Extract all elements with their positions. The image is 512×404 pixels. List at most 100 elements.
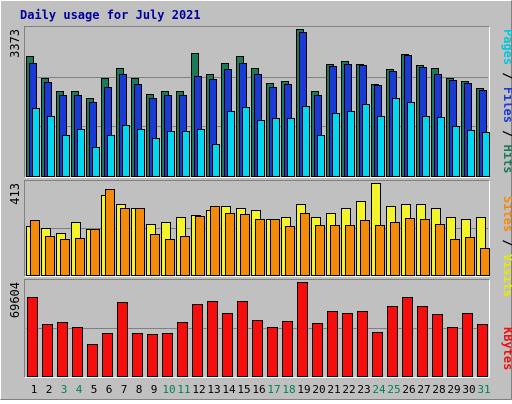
bar-kbytes-day-19: [297, 282, 308, 377]
panel-3-bars: [26, 282, 488, 377]
bar-kbytes-day-29: [447, 327, 458, 377]
bar-sites-day-28: [435, 224, 445, 276]
bar-pages-day-23: [362, 104, 370, 177]
bar-pages-day-10: [167, 131, 175, 177]
x-tick-label-day-23: 23: [357, 383, 370, 396]
panel-3-max-label: 69604: [8, 282, 22, 318]
panel-2-bars: [26, 183, 490, 276]
bar-sites-day-14: [225, 213, 235, 276]
bar-sites-day-23: [360, 220, 370, 276]
bar-pages-day-18: [287, 118, 295, 177]
x-tick-label-day-24: 24: [372, 383, 386, 396]
bar-pages-day-2: [47, 116, 55, 177]
bar-sites-day-9: [150, 234, 160, 276]
bar-pages-day-1: [32, 108, 40, 177]
x-tick-label-day-25: 25: [387, 383, 400, 396]
bar-sites-day-17: [270, 219, 280, 276]
chart-title: Daily usage for July 2021: [20, 8, 201, 22]
bar-kbytes-day-12: [192, 304, 203, 377]
x-tick-label-day-9: 9: [151, 383, 158, 396]
bar-pages-day-12: [197, 129, 205, 177]
bar-sites-day-19: [300, 213, 310, 276]
legend-hits: Hits: [501, 145, 512, 174]
bar-sites-day-3: [60, 239, 70, 276]
x-tick-label-day-8: 8: [136, 383, 143, 396]
bar-kbytes-day-6: [102, 333, 113, 377]
bar-pages-day-14: [227, 111, 235, 177]
bar-pages-day-3: [62, 135, 70, 177]
bar-kbytes-day-23: [357, 311, 368, 377]
bar-pages-day-7: [122, 125, 130, 177]
bar-sites-day-29: [450, 239, 460, 276]
panel-2-legend: Sites / Visits: [501, 196, 512, 297]
panel-1-legend: Pages / Files / Hits: [501, 29, 512, 174]
bar-kbytes-day-14: [222, 313, 233, 377]
bar-kbytes-day-15: [237, 301, 248, 377]
bar-kbytes-day-13: [207, 301, 218, 377]
bar-kbytes-day-30: [462, 313, 473, 377]
bar-kbytes-day-27: [417, 306, 428, 377]
bar-pages-day-30: [467, 130, 475, 177]
bar-sites-day-8: [135, 208, 145, 276]
bar-pages-day-20: [317, 135, 325, 177]
x-tick-label-day-17: 17: [267, 383, 280, 396]
bar-kbytes-day-11: [177, 322, 188, 377]
x-tick-label-day-14: 14: [222, 383, 236, 396]
bar-sites-day-7: [120, 208, 130, 276]
bar-kbytes-day-1: [27, 297, 38, 377]
legend-visits: Visits: [501, 254, 512, 297]
bar-pages-day-5: [92, 147, 100, 177]
x-tick-label-day-31: 31: [477, 383, 490, 396]
x-tick-label-day-22: 22: [342, 383, 355, 396]
bar-sites-day-18: [285, 226, 295, 276]
legend-separator: /: [501, 232, 512, 254]
bar-kbytes-day-25: [387, 306, 398, 377]
bar-kbytes-day-18: [282, 321, 293, 377]
bar-sites-day-5: [90, 229, 100, 276]
x-tick-label-day-11: 11: [177, 383, 190, 396]
bar-kbytes-day-17: [267, 327, 278, 377]
bar-pages-day-15: [242, 107, 250, 177]
bar-pages-day-22: [347, 111, 355, 177]
bar-sites-day-24: [375, 225, 385, 276]
bar-pages-day-16: [257, 120, 265, 177]
bar-sites-day-20: [315, 225, 325, 276]
bar-pages-day-13: [212, 144, 220, 177]
bar-pages-day-8: [137, 129, 145, 177]
bar-pages-day-6: [107, 135, 115, 177]
bar-kbytes-day-8: [132, 333, 143, 377]
x-tick-label-day-6: 6: [106, 383, 113, 396]
x-tick-label-day-20: 20: [312, 383, 325, 396]
panel-2-max-label: 413: [8, 183, 22, 205]
x-tick-label-day-15: 15: [237, 383, 250, 396]
bar-sites-day-6: [105, 189, 115, 276]
x-tick-label-day-5: 5: [91, 383, 98, 396]
legend-separator: /: [501, 65, 512, 87]
legend-kbytes: KBytes: [501, 327, 512, 370]
bar-kbytes-day-3: [57, 322, 68, 377]
bar-pages-day-11: [182, 131, 190, 177]
x-tick-label-day-2: 2: [46, 383, 53, 396]
bar-sites-day-22: [345, 225, 355, 276]
panel-1-bars: [26, 29, 490, 177]
bar-kbytes-day-16: [252, 320, 263, 377]
x-tick-label-day-3: 3: [61, 383, 68, 396]
bar-sites-day-27: [420, 219, 430, 276]
bar-kbytes-day-22: [342, 313, 353, 377]
bar-pages-day-26: [407, 102, 415, 177]
panel-kbytes: 69604 KBytes: [8, 279, 512, 378]
bar-sites-day-25: [390, 222, 400, 276]
legend-sites: Sites: [501, 196, 512, 232]
bar-kbytes-day-21: [327, 311, 338, 377]
x-tick-label-day-10: 10: [162, 383, 175, 396]
bar-kbytes-day-31: [477, 324, 488, 377]
panel-hits-files-pages: 3373 Pages / Files / Hits: [8, 26, 512, 178]
x-tick-label-day-7: 7: [121, 383, 128, 396]
x-tick-label-day-1: 1: [31, 383, 38, 396]
bar-kbytes-day-7: [117, 302, 128, 377]
x-tick-label-day-21: 21: [327, 383, 340, 396]
bar-pages-day-28: [437, 117, 445, 177]
bar-pages-day-27: [422, 116, 430, 177]
